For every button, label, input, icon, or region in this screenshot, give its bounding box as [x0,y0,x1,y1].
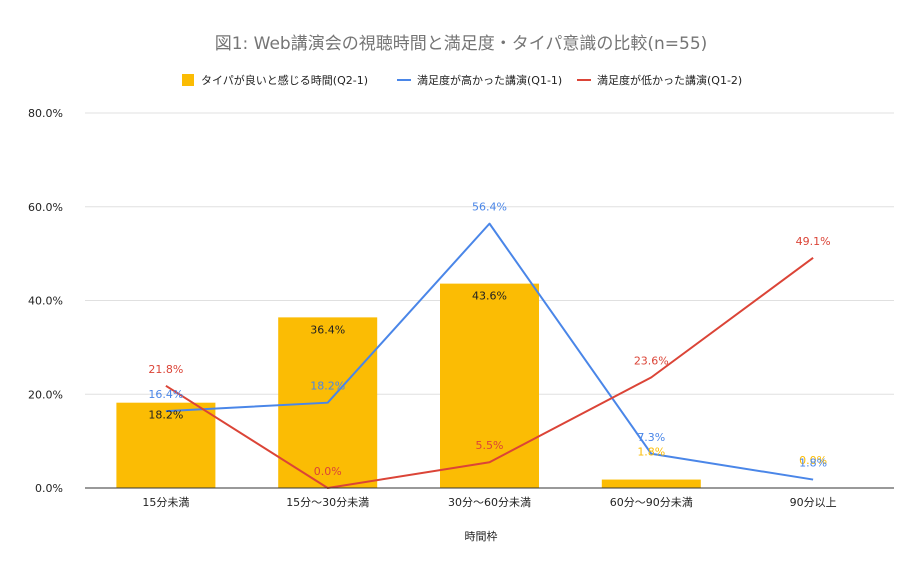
bar [116,402,216,488]
data-label: 23.6% [634,354,669,367]
legend-label: 満足度が低かった講演(Q1-2) [597,73,742,87]
data-label: 1.8% [799,457,827,470]
bar [601,479,701,488]
y-tick-label: 40.0% [28,295,63,308]
data-label: 36.4% [310,323,345,336]
x-axis-ticks: 15分未満 15分〜30分未満 30分〜60分未満 60分〜90分未満 90分以上 [142,496,836,509]
x-tick-label: 60分〜90分未満 [610,496,693,509]
data-label: 5.5% [476,439,504,452]
y-tick-label: 80.0% [28,107,63,120]
x-tick-label: 15分〜30分未満 [286,496,369,509]
y-tick-label: 0.0% [35,482,63,495]
x-axis-title: 時間枠 [465,529,498,543]
legend: タイパが良いと感じる時間(Q2-1) 満足度が高かった講演(Q1-1) 満足度が低か… [182,73,742,87]
series-line [165,222,814,481]
line-series [165,222,814,489]
data-label: 16.4% [148,388,183,401]
y-tick-label: 60.0% [28,201,63,214]
y-tick-label: 20.0% [28,388,63,401]
x-tick-label: 90分以上 [790,496,837,509]
data-labels: 18.2%36.4%43.6%1.8%0.0%16.4%18.2%56.4%7.… [148,201,830,478]
data-label: 49.1% [796,235,831,248]
x-tick-label: 30分〜60分未満 [448,496,531,509]
data-label: 18.2% [148,409,183,422]
data-label: 7.3% [637,431,665,444]
data-label: 56.4% [472,201,507,214]
series-line [165,257,814,489]
legend-label: タイパが良いと感じる時間(Q2-1) [201,73,368,87]
bar [440,283,539,488]
data-label: 43.6% [472,290,507,303]
chart-title: 図1: Web講演会の視聴時間と満足度・タイパ意識の比較(n=55) [215,34,708,54]
bar-series [116,283,701,488]
x-tick-label: 15分未満 [142,496,189,509]
legend-label: 満足度が高かった講演(Q1-1) [417,73,562,87]
data-label: 21.8% [148,363,183,376]
data-label: 1.8% [637,446,665,459]
data-label: 0.0% [314,465,342,478]
data-label: 18.2% [310,380,345,393]
legend-swatch [182,74,194,86]
data-label: 0.0% [799,454,827,467]
y-axis-ticks: 0.0% 20.0% 40.0% 60.0% 80.0% [28,107,63,495]
